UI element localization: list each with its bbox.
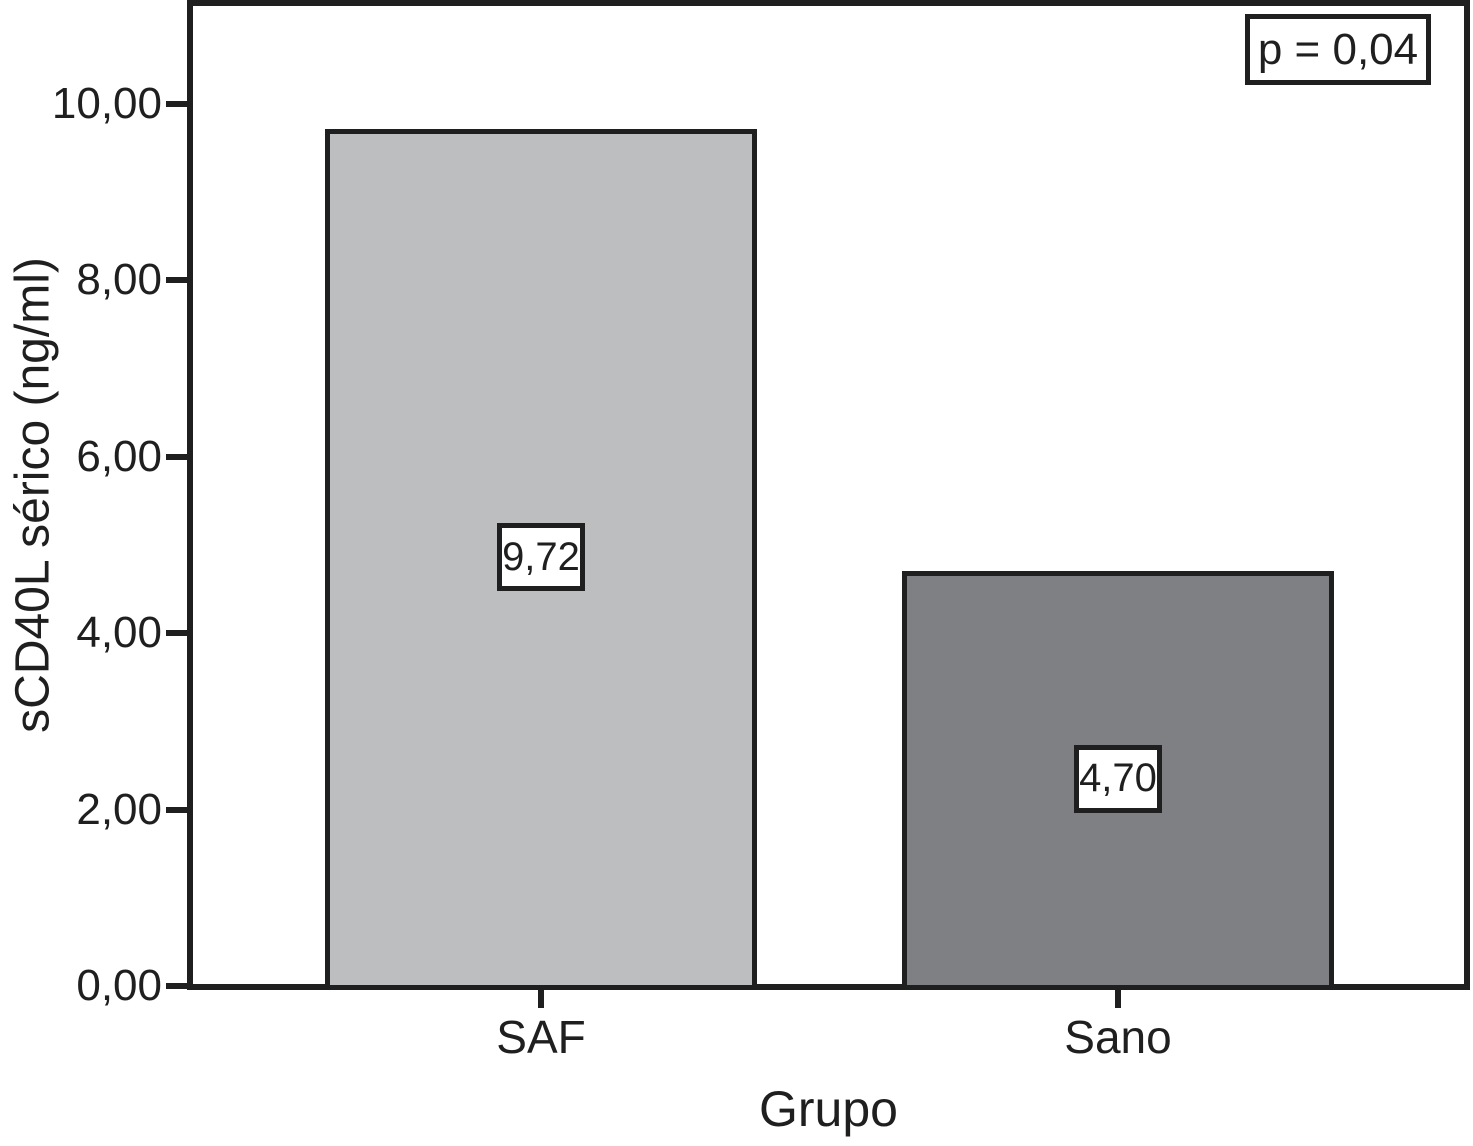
y-axis-tick-mark [166, 453, 188, 460]
y-axis-tick-label: 0,00 [76, 961, 162, 1010]
p-value-annotation-box: p = 0,04 [1245, 14, 1431, 85]
y-axis-tick-label: 2,00 [76, 784, 162, 834]
y-axis-tick-mark [166, 983, 188, 989]
y-axis-title: sCD40L sérico (ng/ml) [6, 257, 60, 733]
y-axis-tick-label: 4,00 [76, 608, 162, 658]
bar-value-label: 4,70 [1074, 744, 1162, 813]
y-axis-tick-mark [166, 806, 188, 813]
y-axis-tick-label: 6,00 [76, 431, 162, 481]
y-axis-tick-label: 10,00 [51, 79, 162, 128]
x-axis-tick-mark [1115, 990, 1121, 1008]
x-axis-category-label-sano: Sano [1064, 1011, 1172, 1063]
y-axis-tick-mark [166, 101, 188, 107]
x-axis-category-label-saf: SAF [496, 1011, 586, 1063]
y-axis-tick-mark [166, 277, 188, 284]
bar-value-label: 9,72 [497, 523, 585, 592]
x-axis-tick-mark [538, 990, 544, 1008]
p-value-text: p = 0,04 [1257, 24, 1419, 74]
x-axis-title: Grupo [759, 1081, 898, 1137]
y-axis-tick-label: 8,00 [76, 255, 162, 305]
y-axis-tick-mark [166, 630, 188, 637]
